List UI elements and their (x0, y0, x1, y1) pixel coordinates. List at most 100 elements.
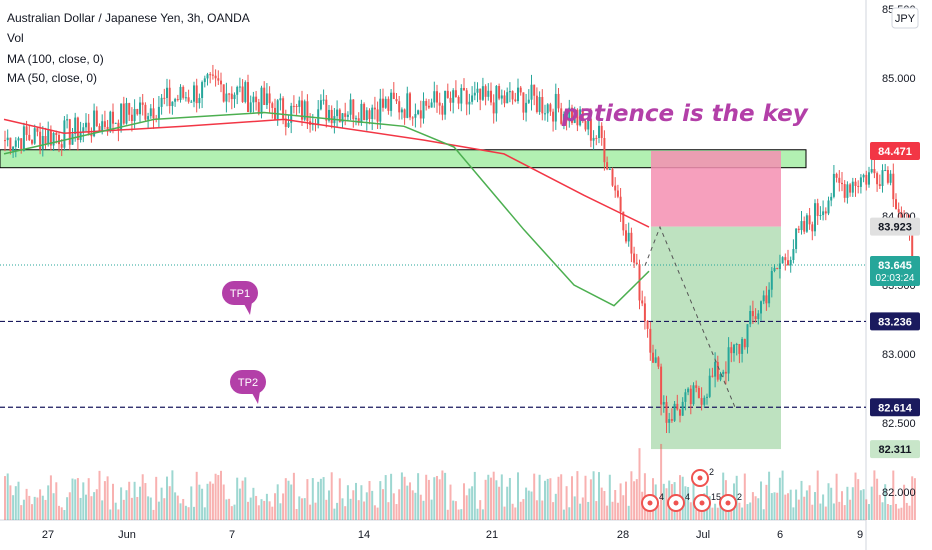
candle[interactable] (268, 93, 271, 104)
candle[interactable] (82, 127, 85, 133)
candle[interactable] (60, 144, 63, 148)
candle[interactable] (452, 90, 455, 103)
candle[interactable] (500, 95, 503, 99)
candle[interactable] (697, 387, 700, 399)
candle[interactable] (562, 114, 565, 124)
candle[interactable] (179, 86, 182, 100)
candle[interactable] (535, 95, 538, 112)
candle[interactable] (573, 109, 576, 123)
candle[interactable] (357, 118, 360, 123)
candle[interactable] (398, 101, 401, 113)
candle[interactable] (282, 98, 285, 119)
candle[interactable] (773, 267, 776, 271)
candle[interactable] (525, 102, 528, 113)
candle[interactable] (851, 181, 854, 193)
candle[interactable] (58, 134, 60, 145)
candle[interactable] (581, 109, 584, 121)
candle[interactable] (857, 185, 860, 187)
candle[interactable] (595, 137, 598, 139)
candle[interactable] (368, 110, 371, 120)
candle[interactable] (76, 117, 79, 141)
candle[interactable] (341, 113, 344, 123)
candle[interactable] (276, 100, 279, 120)
candle[interactable] (292, 105, 295, 107)
candle[interactable] (784, 257, 787, 261)
candle[interactable] (141, 102, 144, 105)
candle[interactable] (776, 267, 779, 269)
candle[interactable] (157, 106, 160, 119)
candle[interactable] (652, 352, 654, 363)
price-label-tp[interactable] (870, 312, 920, 331)
candle[interactable] (265, 93, 268, 105)
candle[interactable] (463, 87, 465, 91)
candle[interactable] (700, 398, 703, 405)
candle[interactable] (832, 173, 835, 197)
candle[interactable] (47, 130, 50, 144)
candle[interactable] (438, 102, 441, 106)
candle[interactable] (182, 86, 185, 98)
candle[interactable] (762, 295, 765, 302)
candle[interactable] (557, 93, 560, 109)
candle[interactable] (241, 86, 244, 102)
candle[interactable] (592, 137, 595, 141)
candle[interactable] (17, 138, 20, 141)
candle[interactable] (476, 88, 479, 93)
candle[interactable] (109, 111, 112, 132)
candle[interactable] (730, 347, 733, 354)
candle[interactable] (878, 184, 881, 186)
candle[interactable] (797, 228, 800, 231)
candle[interactable] (406, 93, 409, 118)
candle[interactable] (657, 357, 660, 367)
candle[interactable] (101, 121, 104, 132)
candle[interactable] (252, 96, 255, 103)
candle[interactable] (303, 101, 306, 120)
candle[interactable] (322, 99, 325, 101)
candle[interactable] (346, 114, 349, 117)
candle[interactable] (554, 93, 557, 122)
candle[interactable] (552, 111, 555, 122)
candle[interactable] (365, 110, 368, 121)
candle[interactable] (706, 396, 708, 398)
candle[interactable] (746, 324, 749, 348)
candle[interactable] (819, 215, 822, 217)
candle[interactable] (403, 109, 406, 118)
candle[interactable] (530, 84, 533, 100)
candle[interactable] (31, 140, 33, 144)
candle[interactable] (579, 109, 582, 126)
projection-arrow[interactable] (644, 225, 736, 408)
candle[interactable] (147, 116, 150, 120)
candle[interactable] (336, 109, 339, 117)
candle[interactable] (527, 99, 530, 103)
candle[interactable] (884, 169, 887, 171)
candle[interactable] (565, 114, 568, 122)
candle[interactable] (506, 92, 509, 104)
candle[interactable] (244, 82, 247, 102)
candle[interactable] (708, 375, 711, 397)
candle[interactable] (660, 366, 663, 405)
candle[interactable] (895, 199, 897, 210)
candle[interactable] (468, 101, 471, 105)
candle[interactable] (117, 122, 120, 131)
stop-loss-zone[interactable] (651, 151, 781, 227)
candle[interactable] (735, 344, 738, 346)
candle[interactable] (422, 101, 425, 119)
candle[interactable] (263, 87, 266, 105)
candle[interactable] (498, 86, 501, 99)
candle[interactable] (220, 80, 222, 85)
candle[interactable] (217, 78, 220, 81)
candle[interactable] (409, 93, 411, 118)
candle[interactable] (479, 88, 482, 100)
candle[interactable] (25, 126, 28, 135)
candle[interactable] (654, 357, 657, 363)
candle[interactable] (603, 138, 606, 163)
candle[interactable] (487, 90, 490, 97)
candle[interactable] (544, 113, 546, 115)
candle[interactable] (144, 104, 147, 120)
candle[interactable] (676, 403, 679, 410)
candle[interactable] (66, 119, 69, 121)
candle[interactable] (371, 107, 374, 120)
candle[interactable] (49, 130, 52, 146)
price-label-target[interactable] (870, 440, 920, 459)
volume-legend[interactable]: Vol (7, 31, 24, 45)
candle[interactable] (446, 90, 449, 98)
